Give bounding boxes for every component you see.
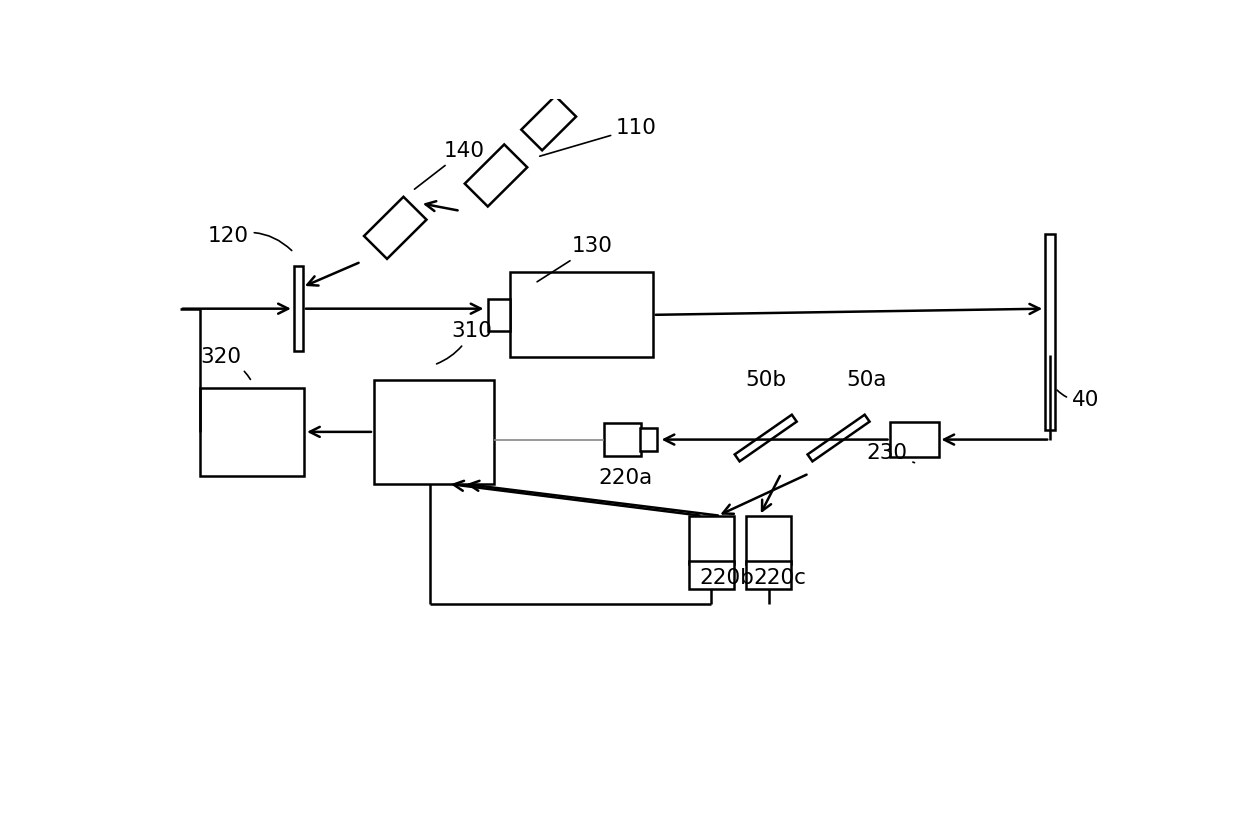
Bar [689,562,734,589]
Text: 120: 120 [207,226,291,251]
Text: 140: 140 [414,141,485,189]
Bar [1045,233,1055,430]
Bar [604,423,641,456]
Bar [200,388,304,476]
Text: 220c: 220c [753,568,806,588]
Bar [734,414,797,461]
Bar [746,562,791,589]
Bar [487,299,510,331]
Text: 220b: 220b [699,568,754,588]
Text: 220a: 220a [598,468,652,488]
Bar [294,266,303,351]
Bar [746,516,791,563]
Bar [640,428,657,452]
Text: 110: 110 [539,118,657,156]
Text: 230: 230 [867,442,915,463]
Text: 320: 320 [200,347,250,380]
Text: 40: 40 [1056,390,1099,410]
Bar [521,96,577,151]
Bar [510,272,653,357]
Bar [689,516,734,563]
Bar [465,145,527,207]
Text: 50a: 50a [846,370,887,390]
Bar [890,422,939,457]
Bar [365,197,427,259]
Text: 310: 310 [436,321,492,364]
Bar [374,380,494,484]
Text: 50b: 50b [745,370,786,390]
Text: 130: 130 [537,237,613,282]
Bar [807,414,869,461]
